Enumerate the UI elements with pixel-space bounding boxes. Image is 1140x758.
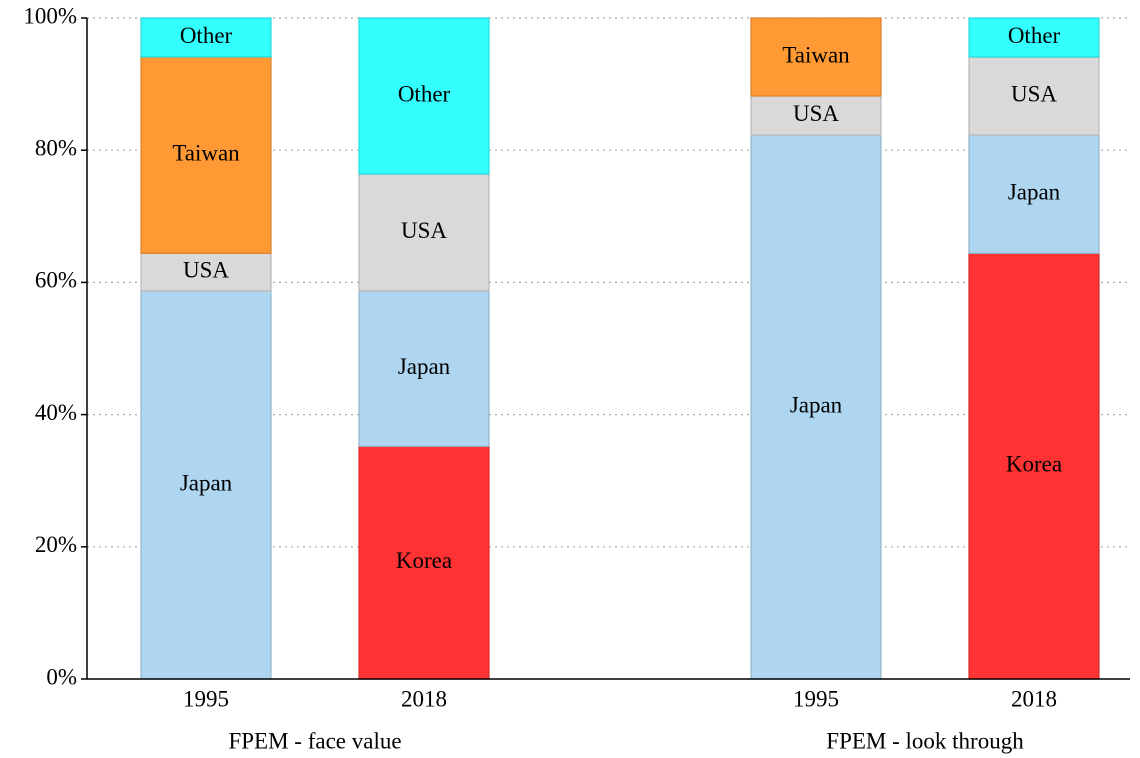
bar-segment bbox=[358, 173, 490, 292]
bar-segment bbox=[140, 252, 272, 292]
y-tick-label: 100% bbox=[23, 3, 77, 28]
segment-label: Other bbox=[1008, 23, 1061, 48]
bar-segment bbox=[750, 17, 882, 97]
bar-segment bbox=[358, 290, 490, 447]
bar-segment bbox=[968, 134, 1100, 254]
x-tick-label: 1995 bbox=[793, 686, 839, 711]
y-tick-label: 0% bbox=[46, 664, 77, 689]
segment-label: Japan bbox=[398, 354, 451, 379]
y-tick-label: 20% bbox=[35, 532, 77, 557]
segment-label: USA bbox=[401, 218, 447, 243]
bar-segment bbox=[140, 56, 272, 254]
y-tick-label: 60% bbox=[35, 268, 77, 293]
segment-label: Japan bbox=[790, 392, 843, 417]
y-tick-label: 80% bbox=[35, 135, 77, 160]
bar-segment bbox=[968, 252, 1100, 680]
group-label: FPEM - face value bbox=[228, 728, 401, 753]
segment-label: Japan bbox=[1008, 179, 1061, 204]
bar-segment bbox=[358, 17, 490, 175]
group-label: FPEM - look through bbox=[826, 728, 1024, 753]
x-tick-label: 2018 bbox=[401, 686, 447, 711]
x-tick-label: 1995 bbox=[183, 686, 229, 711]
bar-segment bbox=[750, 95, 882, 136]
segment-label: USA bbox=[1011, 81, 1057, 106]
segment-label: Taiwan bbox=[172, 140, 240, 165]
segment-label: Taiwan bbox=[782, 42, 850, 67]
segment-label: USA bbox=[793, 101, 839, 126]
segment-label: Korea bbox=[1006, 451, 1062, 476]
segment-label: Other bbox=[398, 81, 451, 106]
bar-segment bbox=[140, 17, 272, 58]
segment-label: Other bbox=[180, 23, 233, 48]
bar-segment bbox=[358, 445, 490, 680]
segment-label: Japan bbox=[180, 470, 233, 495]
y-tick-label: 40% bbox=[35, 400, 77, 425]
bar-segment bbox=[968, 17, 1100, 58]
x-tick-label: 2018 bbox=[1011, 686, 1057, 711]
segment-label: USA bbox=[183, 257, 229, 282]
segment-label: Korea bbox=[396, 548, 452, 573]
bar-segment bbox=[968, 56, 1100, 136]
